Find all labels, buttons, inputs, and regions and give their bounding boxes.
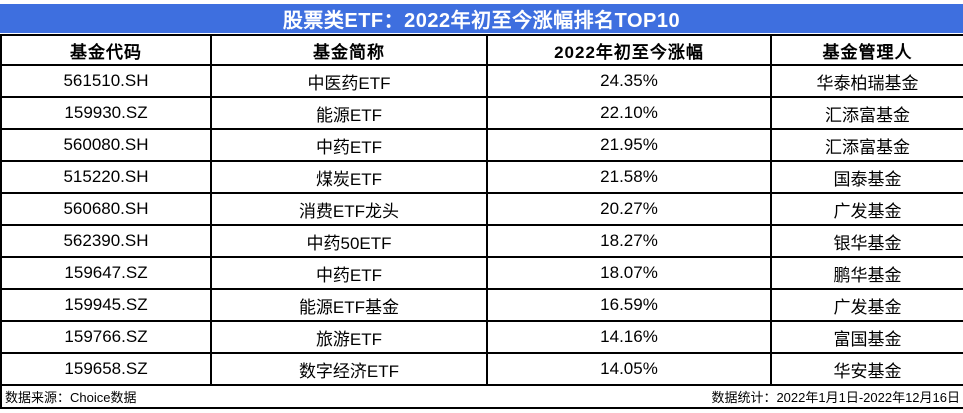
manager-cell: 汇添富基金: [770, 128, 963, 162]
manager-cell: 富国基金: [770, 320, 963, 354]
table-row: 562390.SH 中药50ETF 18.27% 银华基金: [0, 224, 963, 258]
fund-name-cell: 旅游ETF: [210, 320, 488, 354]
gain-cell: 22.10%: [486, 96, 772, 130]
gain-cell: 18.07%: [486, 256, 772, 290]
fund-code-cell: 159766.SZ: [0, 320, 212, 354]
data-stats-note: 数据统计：2022年1月1日-2022年12月16日: [711, 390, 960, 405]
fund-name-cell: 中药50ETF: [210, 224, 488, 258]
column-header-fund-name: 基金简称: [210, 34, 488, 66]
table-row: 159658.SZ 数字经济ETF 14.05% 华安基金: [0, 352, 963, 386]
fund-name-cell: 能源ETF基金: [210, 288, 488, 322]
fund-name-cell: 煤炭ETF: [210, 160, 488, 194]
column-header-ytd-gain: 2022年初至今涨幅: [486, 34, 772, 66]
footer-row: 数据来源：Choice数据 数据统计：2022年1月1日-2022年12月16日: [0, 384, 963, 409]
fund-code-cell: 515220.SH: [0, 160, 212, 194]
fund-code-cell: 561510.SH: [0, 64, 212, 98]
table-row: 515220.SH 煤炭ETF 21.58% 国泰基金: [0, 160, 963, 194]
table-row: 159647.SZ 中药ETF 18.07% 鹏华基金: [0, 256, 963, 290]
page-title: 股票类ETF：2022年初至今涨幅排名TOP10: [282, 10, 681, 32]
fund-name-cell: 消费ETF龙头: [210, 192, 488, 226]
column-header-fund-code: 基金代码: [0, 34, 212, 66]
fund-name-cell: 中药ETF: [210, 256, 488, 290]
gain-cell: 18.27%: [486, 224, 772, 258]
table-row: 159945.SZ 能源ETF基金 16.59% 广发基金: [0, 288, 963, 322]
manager-cell: 鹏华基金: [770, 256, 963, 290]
gain-cell: 21.58%: [486, 160, 772, 194]
manager-cell: 广发基金: [770, 192, 963, 226]
gain-cell: 14.05%: [486, 352, 772, 386]
table-row: 159930.SZ 能源ETF 22.10% 汇添富基金: [0, 96, 963, 130]
table-row: 561510.SH 中医药ETF 24.35% 华泰柏瑞基金: [0, 64, 963, 98]
fund-code-cell: 560080.SH: [0, 128, 212, 162]
manager-cell: 华安基金: [770, 352, 963, 386]
fund-code-cell: 562390.SH: [0, 224, 212, 258]
table-row: 159766.SZ 旅游ETF 14.16% 富国基金: [0, 320, 963, 354]
title-bar: 股票类ETF：2022年初至今涨幅排名TOP10: [0, 4, 963, 33]
table-body: 561510.SH 中医药ETF 24.35% 华泰柏瑞基金 159930.SZ…: [0, 64, 963, 386]
table-row: 560680.SH 消费ETF龙头 20.27% 广发基金: [0, 192, 963, 226]
gain-cell: 24.35%: [486, 64, 772, 98]
fund-code-cell: 159945.SZ: [0, 288, 212, 322]
fund-code-cell: 159647.SZ: [0, 256, 212, 290]
gain-cell: 16.59%: [486, 288, 772, 322]
gain-cell: 14.16%: [486, 320, 772, 354]
fund-name-cell: 中医药ETF: [210, 64, 488, 98]
fund-name-cell: 中药ETF: [210, 128, 488, 162]
fund-name-cell: 能源ETF: [210, 96, 488, 130]
gain-cell: 20.27%: [486, 192, 772, 226]
manager-cell: 汇添富基金: [770, 96, 963, 130]
column-header-fund-manager: 基金管理人: [770, 34, 963, 66]
fund-name-cell: 数字经济ETF: [210, 352, 488, 386]
footer-cell: 数据来源：Choice数据 数据统计：2022年1月1日-2022年12月16日: [0, 384, 963, 409]
manager-cell: 广发基金: [770, 288, 963, 322]
manager-cell: 国泰基金: [770, 160, 963, 194]
fund-code-cell: 560680.SH: [0, 192, 212, 226]
fund-code-cell: 159930.SZ: [0, 96, 212, 130]
fund-code-cell: 159658.SZ: [0, 352, 212, 386]
table-row: 560080.SH 中药ETF 21.95% 汇添富基金: [0, 128, 963, 162]
gain-cell: 21.95%: [486, 128, 772, 162]
etf-ranking-table: 基金代码 基金简称 2022年初至今涨幅 基金管理人 561510.SH 中医药…: [0, 34, 963, 409]
manager-cell: 华泰柏瑞基金: [770, 64, 963, 98]
header-row: 基金代码 基金简称 2022年初至今涨幅 基金管理人: [0, 34, 963, 66]
manager-cell: 银华基金: [770, 224, 963, 258]
data-source-note: 数据来源：Choice数据: [5, 390, 137, 405]
